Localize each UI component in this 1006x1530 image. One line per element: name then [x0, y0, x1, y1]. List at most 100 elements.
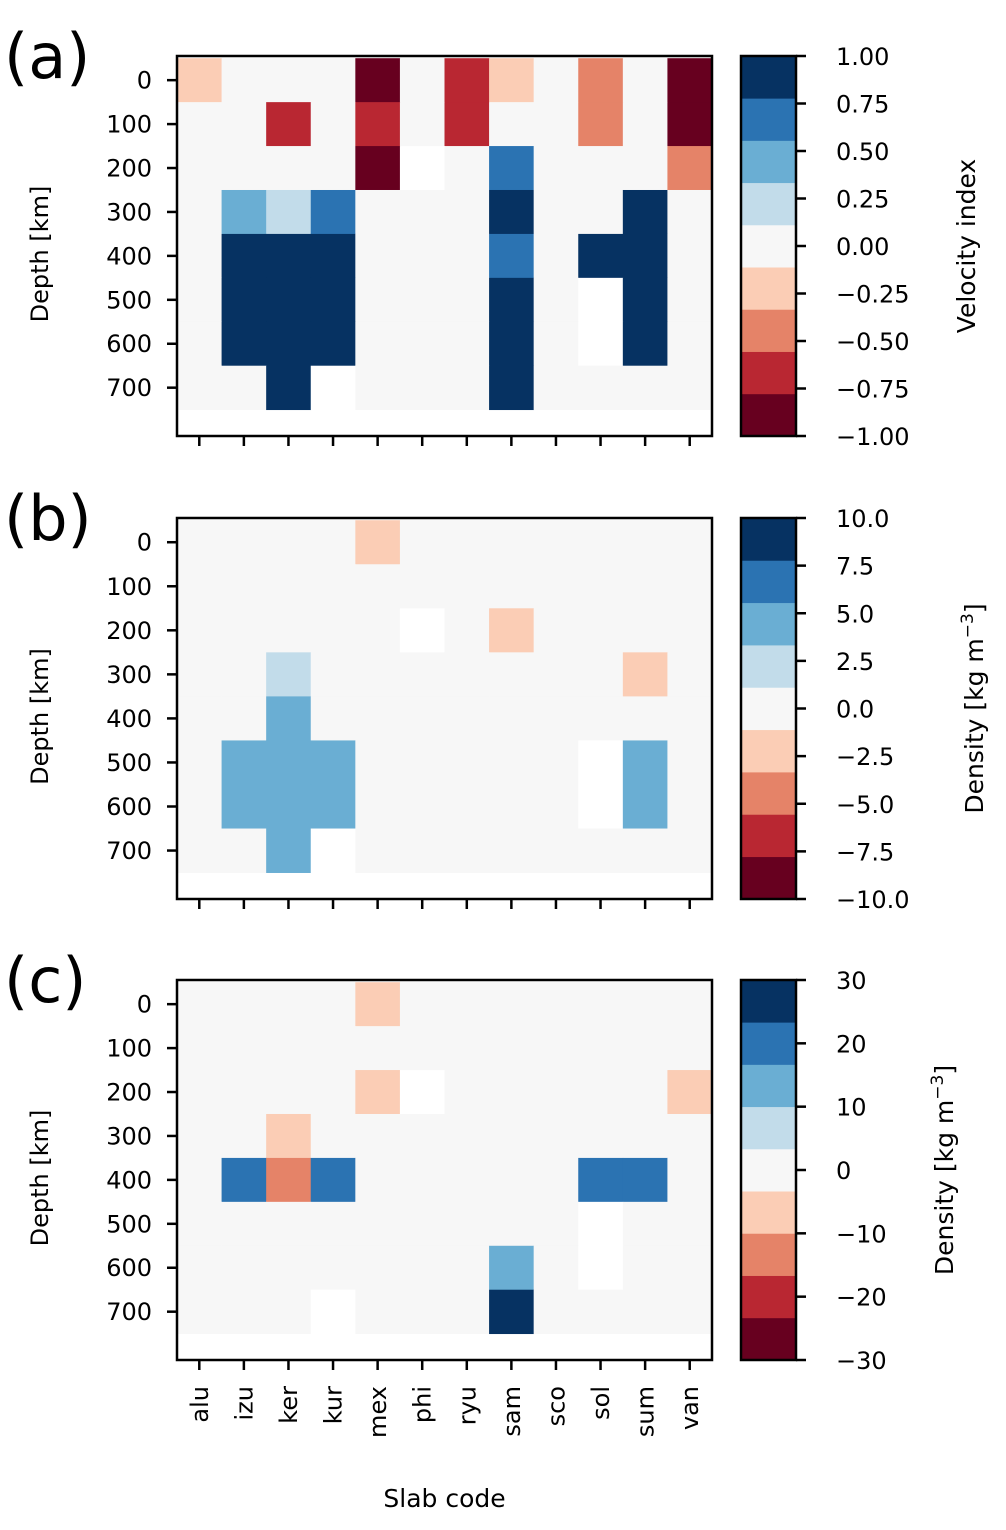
y-tick-label: 0: [137, 529, 152, 557]
heatmap-cell: [355, 58, 401, 103]
heatmap-cell: [667, 233, 713, 279]
heatmap-cell: [310, 1245, 356, 1291]
heatmap-cell: [266, 1026, 312, 1071]
heatmap-cell: [355, 696, 401, 741]
heatmap-cell: [310, 1113, 356, 1159]
colorbar-tick-label: −1.00: [836, 423, 910, 451]
colorbar-band: [741, 602, 796, 646]
x-tick-label: sol: [587, 1386, 615, 1420]
heatmap-cell: [266, 58, 312, 103]
y-axis-label: Depth [km]: [26, 648, 54, 785]
heatmap-cell: [266, 1245, 312, 1291]
colorbar-tick-label: 0.50: [836, 138, 889, 166]
panel-label: (b): [4, 482, 92, 555]
heatmap-cell: [310, 784, 356, 829]
axes-frame: [175, 54, 714, 438]
y-tick-label: 600: [106, 330, 152, 358]
heatmap-cell: [266, 1289, 312, 1335]
heatmap-cell: [310, 1026, 356, 1071]
heatmap-cell: [578, 1113, 624, 1159]
heatmap-cell: [622, 1245, 668, 1291]
heatmap-cell: [489, 1070, 535, 1115]
heatmap-cell: [399, 608, 445, 653]
heatmap-cell: [578, 58, 624, 103]
heatmap-cell: [667, 1113, 713, 1159]
heatmap-cell: [399, 1289, 445, 1335]
heatmap-cell: [310, 277, 356, 323]
heatmap-cell: [444, 652, 490, 697]
heatmap-cell: [177, 58, 222, 103]
heatmap-cell: [489, 1289, 535, 1335]
heatmap-cell: [266, 102, 312, 147]
heatmap-cell: [578, 1026, 624, 1071]
heatmap-cell: [578, 564, 624, 609]
heatmap-cell: [667, 1289, 713, 1335]
colorbar-band: [741, 856, 796, 900]
heatmap-cell: [489, 189, 535, 235]
heatmap-cell: [266, 1201, 312, 1247]
colorbar-tick-label: −2.5: [836, 743, 894, 771]
heatmap-cell: [221, 321, 267, 367]
heatmap-cell: [578, 321, 624, 367]
heatmap-cell: [667, 277, 713, 323]
heatmap-cell: [667, 520, 713, 565]
heatmap-cell: [399, 1070, 445, 1115]
axes-frame: [175, 516, 714, 901]
x-tick-label: sco: [542, 1386, 570, 1426]
heatmap-cell: [221, 146, 267, 191]
heatmap-cell: [266, 321, 312, 367]
y-tick-label: 500: [106, 749, 152, 777]
heatmap-cell: [489, 365, 535, 411]
heatmap-cell: [533, 608, 579, 653]
heatmap-cell: [399, 1026, 445, 1071]
heatmap-cell: [177, 652, 222, 697]
heatmap-cell: [533, 321, 579, 367]
colorbar-band: [741, 560, 796, 604]
colorbar-tick-label: 30: [836, 967, 867, 995]
heatmap-cell: [578, 277, 624, 323]
heatmap-cell: [489, 1157, 535, 1203]
heatmap-cell: [399, 102, 445, 147]
heatmap-cell: [177, 189, 222, 235]
heatmap-cell: [622, 520, 668, 565]
colorbar-tick-label: −0.25: [836, 281, 910, 309]
heatmap-cell: [399, 652, 445, 697]
heatmap-cell: [489, 233, 535, 279]
heatmap-cell: [622, 277, 668, 323]
colorbar-band: [741, 56, 796, 99]
heatmap-cell: [667, 1070, 713, 1115]
heatmap-cell: [177, 1157, 222, 1203]
colorbar-label: Density [kg m−3]: [958, 603, 989, 813]
heatmap-cell: [177, 365, 222, 411]
y-tick-label: 500: [106, 1210, 152, 1238]
heatmap-cell: [355, 1245, 401, 1291]
heatmap-cell: [489, 146, 535, 191]
heatmap-cell: [355, 277, 401, 323]
heatmap-cell: [355, 1026, 401, 1071]
heatmap-cell: [622, 1289, 668, 1335]
heatmap-cell: [355, 1289, 401, 1335]
heatmap-cell: [667, 784, 713, 829]
heatmap-cell: [622, 58, 668, 103]
heatmap-cell: [310, 365, 356, 411]
heatmap-cell: [578, 1070, 624, 1115]
colorbar-label-superscript: −3: [928, 1075, 948, 1100]
heatmap-cell: [578, 1157, 624, 1203]
heatmap-cell: [533, 189, 579, 235]
colorbar-band: [741, 1064, 796, 1108]
heatmap-cell: [667, 828, 713, 873]
colorbar-band: [741, 1148, 796, 1192]
y-tick-label: 700: [106, 837, 152, 865]
colorbar-label: Density [kg m−3]: [928, 1065, 959, 1275]
colorbar: 30 20 10 0 −10 −20 −30 Density [kg m−3]: [739, 967, 959, 1375]
heatmap-cell: [489, 1113, 535, 1159]
y-tick-label: 300: [106, 1122, 152, 1150]
heatmap-cell: [533, 146, 579, 191]
heatmap-cell: [310, 652, 356, 697]
heatmap-cell: [399, 233, 445, 279]
heatmap-cell: [266, 652, 312, 697]
y-tick-label: 100: [106, 573, 152, 601]
y-tick-label: 0: [137, 991, 152, 1019]
